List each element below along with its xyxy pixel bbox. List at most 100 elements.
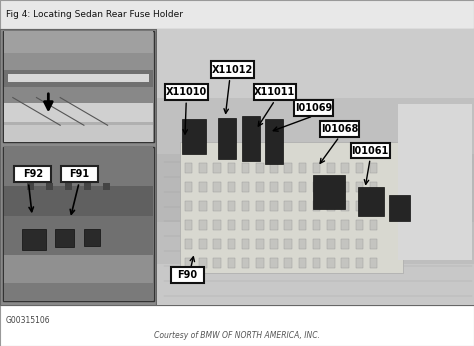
Text: F92: F92	[23, 169, 43, 179]
Bar	[27, 183, 34, 190]
Bar	[213, 258, 221, 268]
Bar	[171, 267, 204, 283]
Bar	[0, 305, 474, 346]
Bar	[199, 201, 207, 211]
Bar	[55, 229, 74, 247]
Bar	[327, 239, 335, 249]
Bar	[358, 187, 384, 216]
Bar	[228, 220, 235, 230]
Bar	[242, 163, 249, 173]
Bar	[370, 239, 377, 249]
Bar	[228, 201, 235, 211]
Text: X11011: X11011	[254, 87, 296, 97]
Bar	[327, 258, 335, 268]
Bar	[299, 239, 306, 249]
Bar	[157, 222, 474, 264]
Bar	[213, 220, 221, 230]
Bar	[4, 103, 153, 122]
Bar	[341, 163, 349, 173]
Bar	[256, 258, 264, 268]
Bar	[313, 175, 345, 209]
Bar	[270, 258, 278, 268]
Bar	[185, 239, 192, 249]
Bar	[313, 258, 320, 268]
Bar	[199, 220, 207, 230]
Bar	[228, 239, 235, 249]
Bar	[320, 121, 359, 137]
Bar	[370, 258, 377, 268]
Bar	[341, 220, 349, 230]
Bar	[327, 220, 335, 230]
Bar	[213, 201, 221, 211]
Bar	[22, 229, 46, 250]
Bar	[218, 118, 236, 159]
Bar	[180, 142, 403, 273]
Bar	[351, 143, 390, 158]
Bar	[284, 182, 292, 192]
Bar	[370, 163, 377, 173]
Bar	[270, 182, 278, 192]
Bar	[157, 264, 474, 305]
Bar	[199, 239, 207, 249]
Bar	[284, 239, 292, 249]
Text: X11012: X11012	[211, 65, 253, 74]
Bar	[256, 182, 264, 192]
Bar	[313, 239, 320, 249]
Bar	[84, 183, 91, 190]
Bar	[356, 258, 363, 268]
Bar	[341, 182, 349, 192]
Bar	[356, 163, 363, 173]
Bar	[242, 239, 249, 249]
Bar	[242, 182, 249, 192]
Bar	[389, 195, 410, 221]
Bar	[211, 61, 254, 78]
Bar	[213, 163, 221, 173]
Bar	[4, 216, 153, 255]
Bar	[294, 100, 333, 116]
Bar	[341, 258, 349, 268]
Bar	[185, 163, 192, 173]
Bar	[4, 283, 153, 301]
Bar	[256, 220, 264, 230]
Bar	[156, 29, 474, 305]
Bar	[341, 201, 349, 211]
Bar	[228, 163, 235, 173]
Text: I01069: I01069	[295, 103, 332, 113]
Bar	[4, 125, 153, 142]
Bar	[270, 201, 278, 211]
Bar	[213, 182, 221, 192]
Text: G00315106: G00315106	[6, 316, 50, 325]
Bar	[327, 163, 335, 173]
Bar	[0, 29, 156, 305]
Bar	[256, 201, 264, 211]
Bar	[242, 258, 249, 268]
Bar	[4, 122, 153, 125]
Bar	[256, 239, 264, 249]
Bar	[8, 74, 149, 82]
Bar	[242, 116, 260, 161]
Bar	[398, 104, 472, 260]
Bar	[299, 220, 306, 230]
Bar	[103, 183, 110, 190]
Bar	[165, 84, 208, 100]
Bar	[3, 31, 154, 142]
Bar	[157, 98, 474, 154]
Bar	[270, 163, 278, 173]
Bar	[0, 0, 474, 29]
Bar	[356, 239, 363, 249]
Bar	[299, 201, 306, 211]
Bar	[313, 182, 320, 192]
Bar	[199, 182, 207, 192]
Bar	[327, 201, 335, 211]
Bar	[356, 182, 363, 192]
Bar	[256, 163, 264, 173]
Text: F90: F90	[177, 270, 197, 280]
Text: Courtesy of BMW OF NORTH AMERICA, INC.: Courtesy of BMW OF NORTH AMERICA, INC.	[154, 331, 320, 340]
Bar	[299, 182, 306, 192]
Bar	[4, 31, 153, 53]
Bar	[254, 84, 296, 100]
Bar	[299, 258, 306, 268]
Bar	[4, 70, 153, 86]
Bar	[313, 201, 320, 211]
Bar	[213, 239, 221, 249]
